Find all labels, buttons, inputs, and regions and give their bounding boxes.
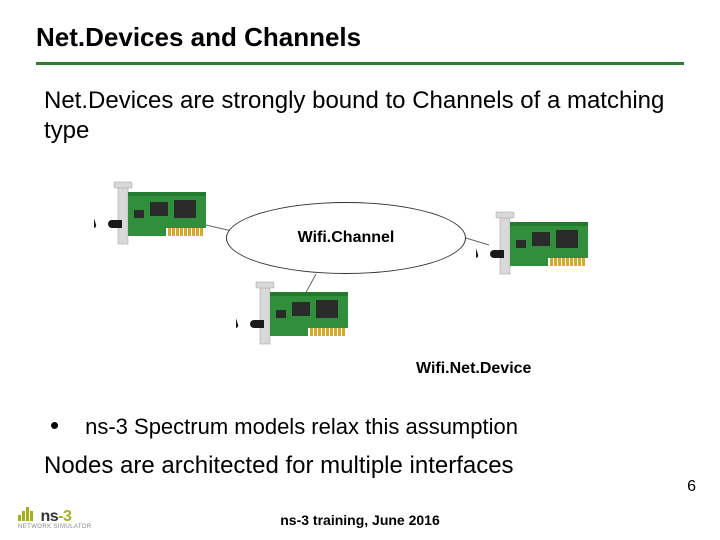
wifi-card-2 (476, 210, 594, 289)
subtitle-text: Net.Devices are strongly bound to Channe… (44, 86, 684, 146)
wifi-channel-ellipse: Wifi.Channel (226, 202, 466, 274)
wifi-card-icon (476, 210, 594, 284)
logo-text: ns-3 (40, 508, 71, 525)
wifi-card-icon (236, 280, 354, 354)
wifi-channel-label: Wifi.Channel (298, 229, 395, 247)
slide-title: Net.Devices and Channels (36, 22, 361, 53)
bullet-row: • ns-3 Spectrum models relax this assump… (50, 414, 670, 440)
wifi-card-1 (94, 180, 212, 259)
footer-text: ns-3 training, June 2016 (0, 512, 720, 528)
wifi-card-3 (236, 280, 354, 359)
slide: Net.Devices and Channels Net.Devices are… (0, 0, 720, 540)
wifi-card-icon (94, 180, 212, 254)
logo-bars-icon (18, 507, 33, 521)
diagram-area: Wifi.Channel Wifi.Net.Device (36, 170, 684, 350)
logo-3: -3 (58, 508, 71, 525)
wifi-netdevice-label: Wifi.Net.Device (416, 360, 531, 378)
page-number: 6 (687, 478, 696, 496)
title-underline (36, 62, 684, 65)
logo-subtitle: NETWORK SIMULATOR (18, 524, 92, 530)
logo-ns: ns (40, 508, 58, 525)
closing-text: Nodes are architected for multiple inter… (44, 452, 684, 480)
bullet-dot-icon: • (50, 414, 59, 440)
bullet-text: ns-3 Spectrum models relax this assumpti… (85, 414, 518, 440)
ns3-logo: ns-3 NETWORK SIMULATOR (18, 507, 92, 530)
